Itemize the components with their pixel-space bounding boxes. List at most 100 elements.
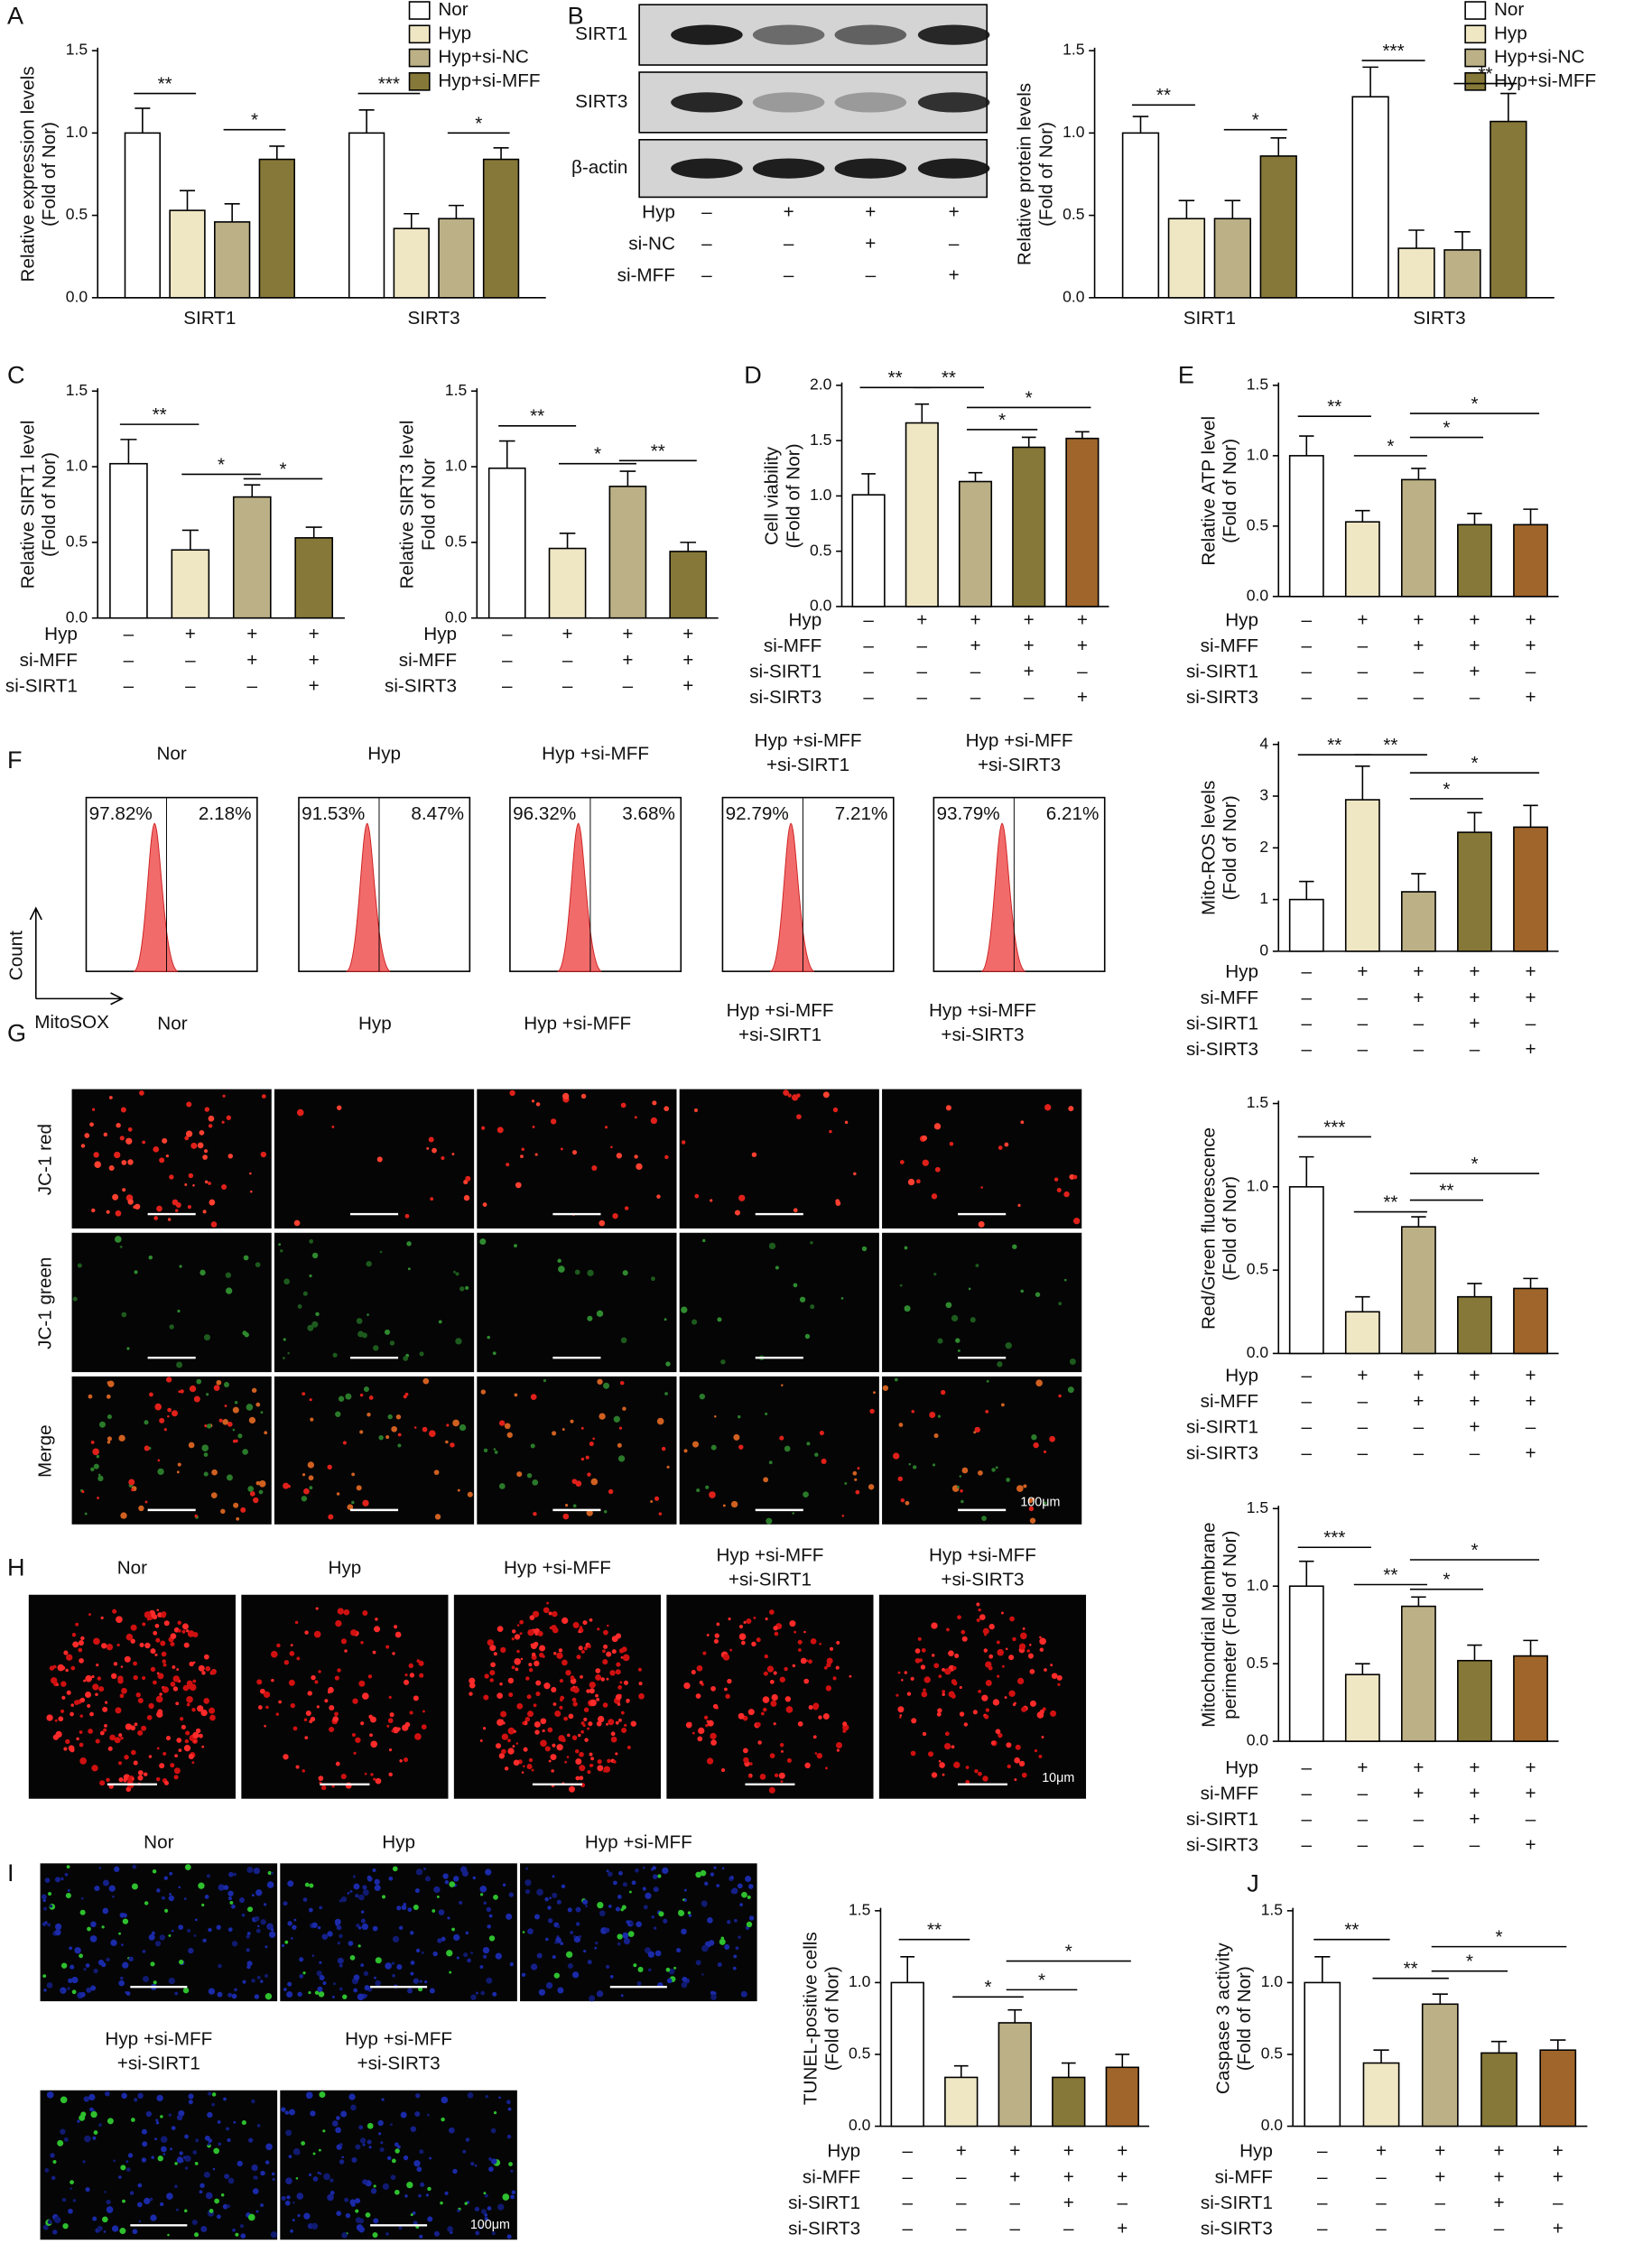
cell-signal	[209, 1714, 216, 1721]
row-label: JC-1 green	[34, 1257, 55, 1349]
cell-signal	[174, 1754, 179, 1758]
condition-sign: –	[1302, 1013, 1313, 1034]
cell-signal	[220, 1508, 226, 1515]
condition-sign: +	[1413, 609, 1424, 630]
y-axis-label: (Fold of Nor)	[1036, 122, 1057, 227]
cell-signal	[227, 1896, 232, 1901]
cell-signal	[265, 1705, 269, 1710]
cell-signal	[618, 1718, 622, 1722]
legend-swatch	[408, 71, 431, 91]
flow-frame	[933, 796, 1106, 972]
cell-signal	[427, 2186, 432, 2192]
cell-signal	[299, 1974, 304, 1979]
cell-signal	[910, 1750, 916, 1757]
cell-signal	[832, 1676, 837, 1681]
cell-signal	[249, 1172, 252, 1175]
cell-signal	[211, 2102, 216, 2107]
cell-signal	[363, 1970, 369, 1977]
cell-signal	[283, 1660, 290, 1665]
cell-signal	[130, 1624, 137, 1631]
cell-signal	[226, 1115, 232, 1120]
cell-signal	[231, 1993, 237, 1999]
cell-signal	[731, 1887, 738, 1895]
cell-signal	[852, 1470, 858, 1476]
cell-signal	[157, 1709, 163, 1715]
cell-signal	[222, 1094, 226, 1098]
bar	[669, 551, 708, 619]
cell-signal	[374, 1878, 380, 1886]
cell-signal	[706, 1634, 710, 1636]
y-tick-label: 0.5	[810, 541, 831, 559]
cell-signal	[763, 1671, 768, 1676]
cell-signal	[602, 1649, 606, 1654]
cell-signal	[1014, 1778, 1017, 1781]
cell-signal	[353, 1988, 358, 1993]
cell-signal	[853, 1172, 857, 1176]
cell-signal	[488, 2166, 494, 2172]
cell-signal	[698, 1727, 705, 1735]
cell-signal	[940, 1389, 946, 1395]
cell-signal	[931, 1654, 935, 1657]
condition-sign: –	[247, 676, 258, 697]
cell-signal	[896, 1693, 899, 1697]
cell-signal	[265, 2160, 270, 2165]
cell-signal	[918, 1658, 923, 1663]
cell-signal	[385, 1962, 392, 1970]
cell-signal	[469, 1682, 476, 1689]
cell-signal	[312, 2152, 316, 2156]
cell-signal	[92, 1108, 96, 1111]
cell-signal	[311, 1252, 319, 1259]
cell-signal	[367, 1313, 369, 1316]
y-tick-label: 3	[1259, 786, 1268, 804]
cell-signal	[507, 1748, 515, 1755]
micrograph	[71, 1376, 272, 1525]
y-tick-label: 0.5	[1063, 205, 1084, 223]
cell-signal	[253, 1867, 261, 1875]
cell-signal	[523, 1765, 525, 1768]
cell-signal	[107, 1441, 111, 1444]
cell-signal	[662, 1867, 669, 1875]
condition-sign: +	[1077, 687, 1088, 708]
cell-signal	[1044, 1668, 1047, 1672]
y-axis-label: Red/Green fluorescence	[1198, 1127, 1219, 1330]
significance-label: **	[1383, 1191, 1397, 1212]
cell-signal	[200, 1709, 208, 1717]
cell-signal	[125, 1723, 133, 1730]
condition-sign: +	[1357, 1757, 1368, 1778]
cell-signal	[951, 1314, 959, 1322]
cell-signal	[470, 2162, 475, 2166]
cell-signal	[233, 2120, 237, 2124]
cell-signal	[552, 1875, 555, 1878]
cell-signal	[510, 2194, 515, 2200]
cell-signal	[155, 1695, 163, 1703]
cell-signal	[125, 2160, 129, 2164]
cell-signal	[337, 1608, 344, 1615]
cell-signal	[507, 1727, 515, 1735]
cell-signal	[470, 1952, 474, 1954]
blot-label: SIRT1	[575, 23, 627, 44]
cell-signal	[717, 1961, 722, 1968]
image-title: Hyp +si-MFF	[755, 730, 862, 751]
condition-sign: –	[956, 2219, 967, 2239]
y-axis-label: Relative expression levels	[17, 66, 38, 282]
cell-signal	[260, 2170, 265, 2176]
cell-signal	[1008, 1690, 1016, 1697]
cell-signal	[988, 1654, 994, 1659]
cell-signal	[287, 1880, 294, 1887]
cell-signal	[122, 1913, 127, 1918]
cell-signal	[467, 1958, 471, 1963]
cell-signal	[624, 1206, 629, 1210]
cell-signal	[563, 1716, 569, 1721]
condition-name: si-MFF	[1201, 1783, 1258, 1803]
condition-sign: –	[1302, 987, 1313, 1008]
cell-signal	[199, 2190, 203, 2194]
cell-signal	[192, 2150, 198, 2155]
cell-signal	[92, 2216, 97, 2221]
cell-signal	[292, 2219, 295, 2222]
cell-signal	[534, 1720, 541, 1728]
cell-signal	[296, 2193, 304, 2200]
cell-signal	[743, 1757, 749, 1764]
cell-signal	[84, 1512, 88, 1516]
cell-signal	[543, 1378, 547, 1383]
cell-signal	[635, 1868, 639, 1873]
